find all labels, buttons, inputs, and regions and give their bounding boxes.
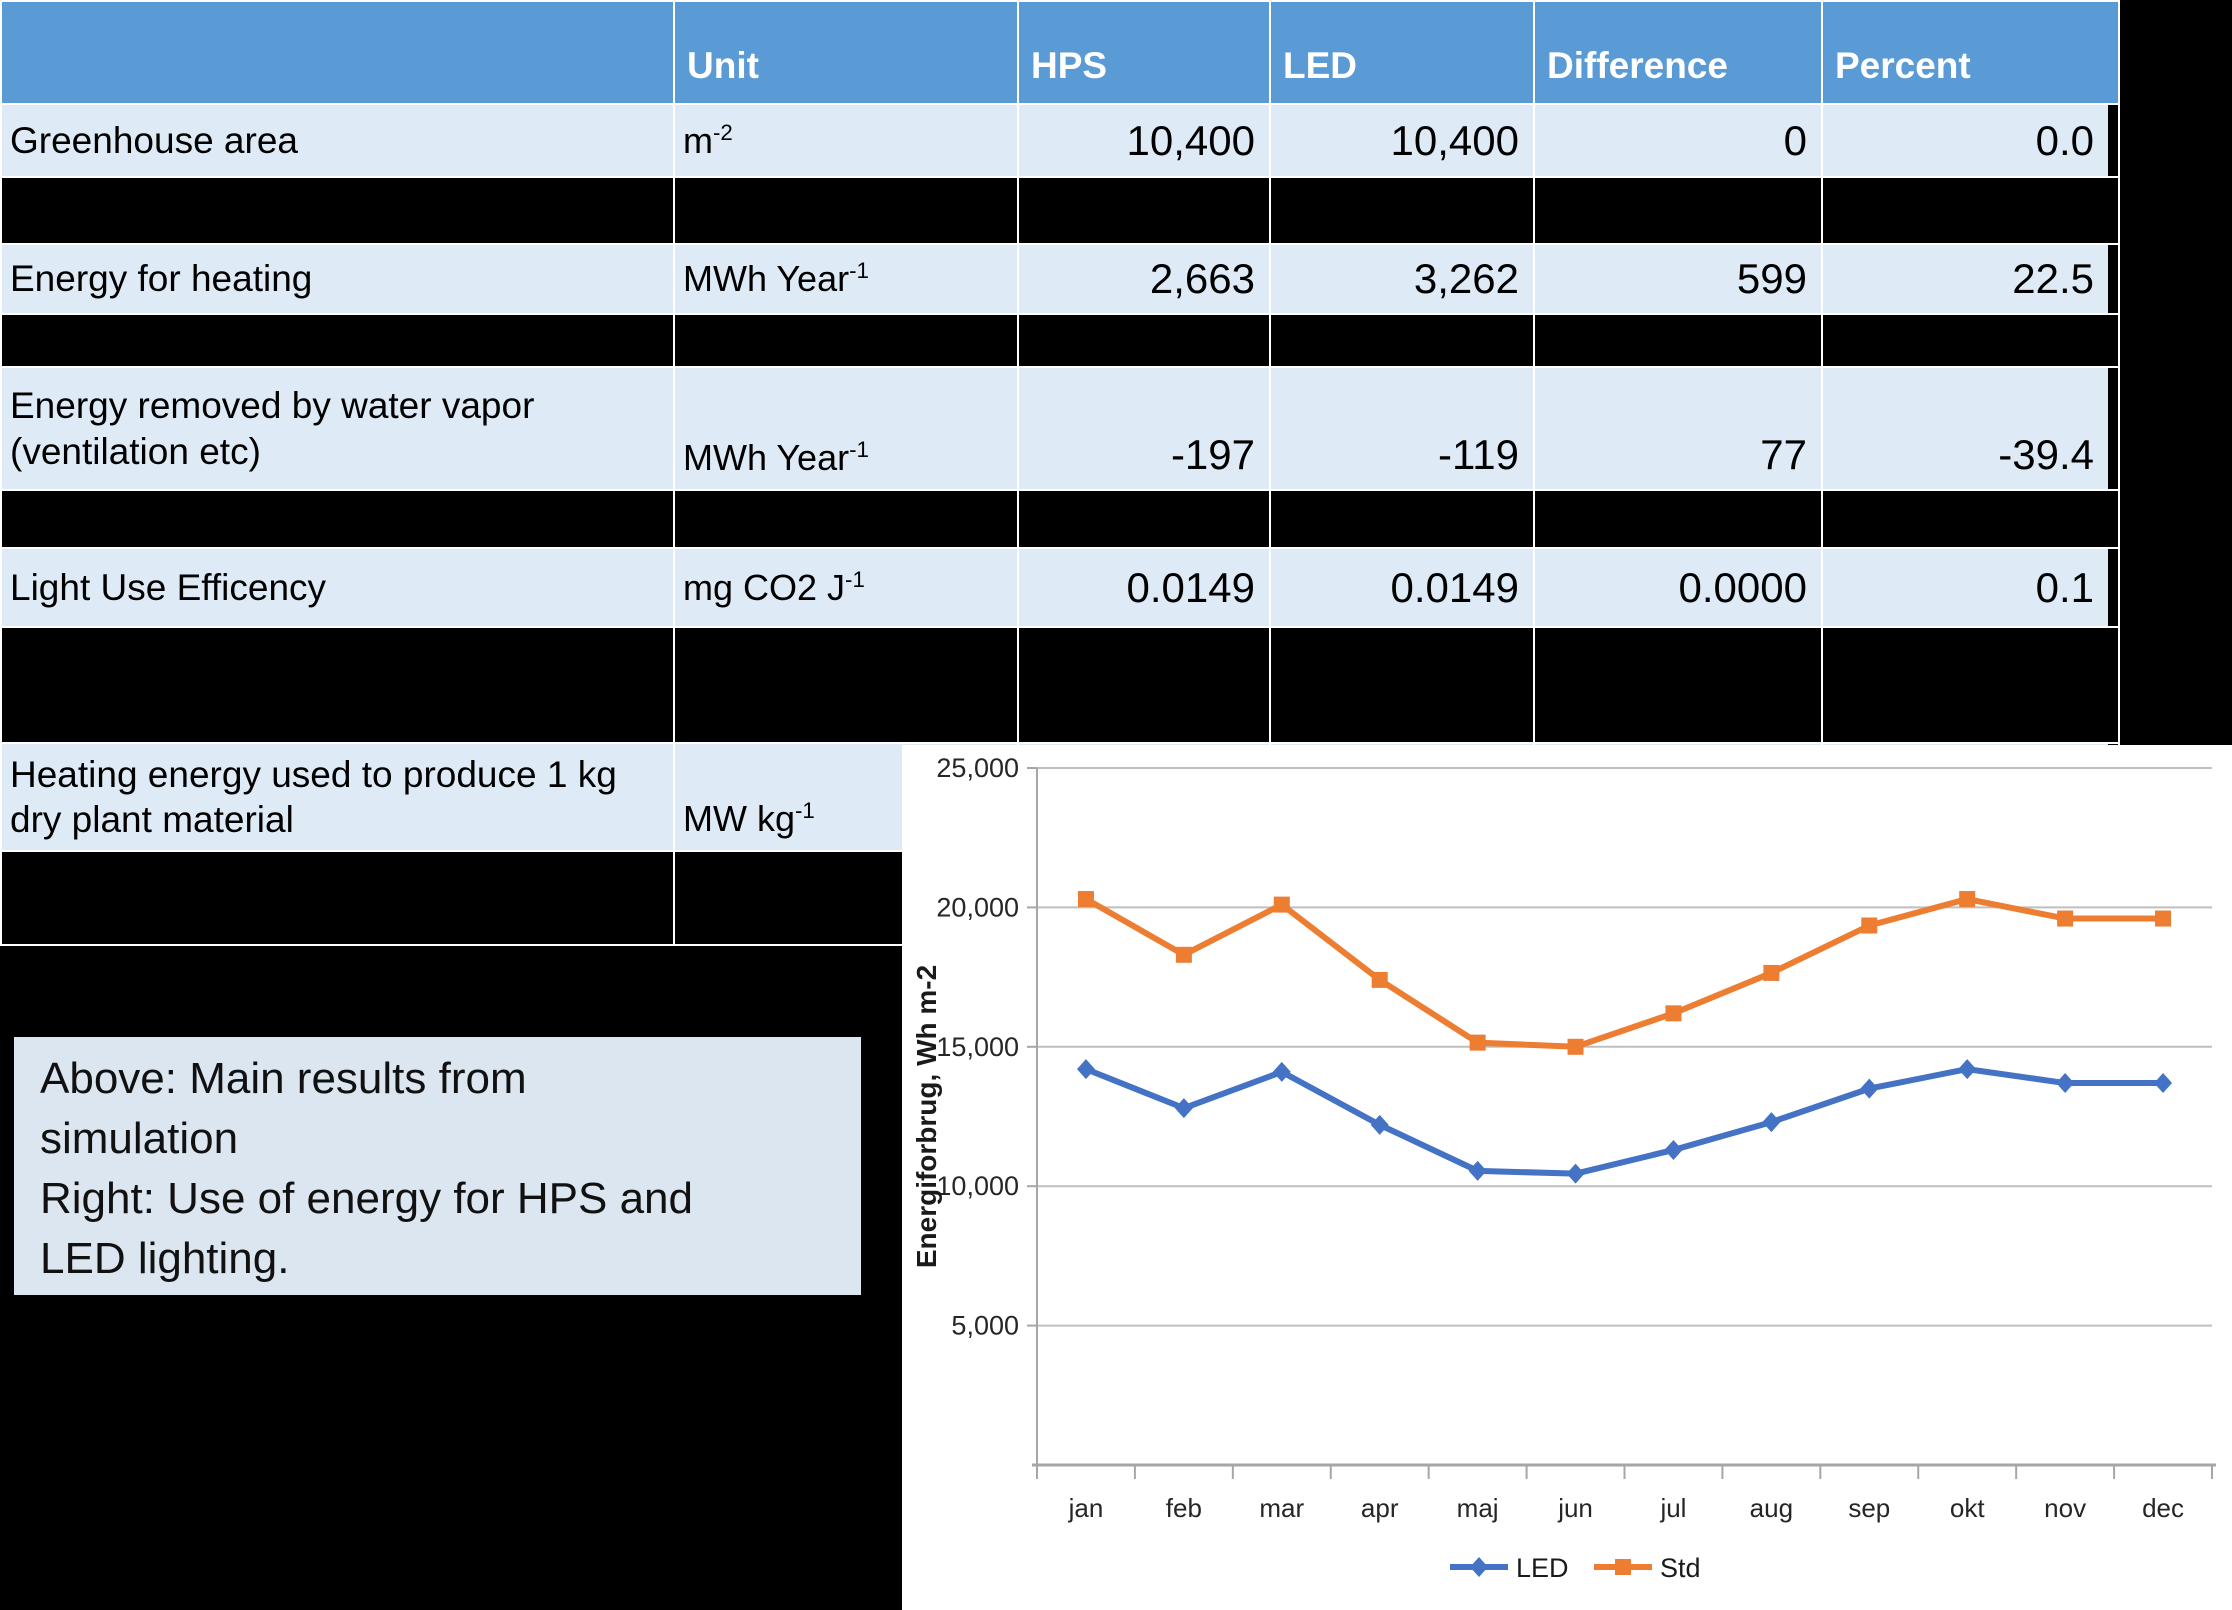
chart-svg: 5,000 10,000 15,000 20,000 25,000 jan feb mar ap… bbox=[911, 753, 2216, 1583]
x-axis-labels: jan feb mar apr maj jun jul aug sep okt nov dec bbox=[1068, 1493, 2184, 1523]
caption-box: Above: Main results from simulation Righ… bbox=[14, 1037, 861, 1295]
row-led-value: -119 bbox=[1271, 368, 1535, 489]
row-led-value: 3,262 bbox=[1271, 245, 1535, 313]
svg-text:maj: maj bbox=[1457, 1493, 1499, 1523]
table-row: Greenhouse area m-2 10,400 10,400 0 0.0 bbox=[2, 105, 2118, 178]
caption-line: LED lighting. bbox=[40, 1234, 290, 1283]
svg-text:dec: dec bbox=[2142, 1493, 2184, 1523]
results-table: Unit HPS LED Difference Percent Greenhou… bbox=[0, 0, 2120, 946]
svg-text:mar: mar bbox=[1259, 1493, 1304, 1523]
caption-line: Above: Main results from bbox=[40, 1054, 527, 1103]
row-difference-value: 0 bbox=[1535, 105, 1823, 176]
header-led: LED bbox=[1271, 2, 1535, 103]
svg-text:jul: jul bbox=[1659, 1493, 1686, 1523]
svg-text:15,000: 15,000 bbox=[936, 1032, 1019, 1062]
row-hps-value: 0.0149 bbox=[1019, 549, 1271, 626]
row-led-value: 0.0149 bbox=[1271, 549, 1535, 626]
caption-line: simulation bbox=[40, 1114, 239, 1163]
chart-legend: LED Std bbox=[1450, 1553, 1701, 1583]
row-label: Energy for heating bbox=[2, 245, 675, 313]
svg-text:10,000: 10,000 bbox=[936, 1171, 1019, 1201]
row-percent-value: 0.0 bbox=[1823, 105, 2108, 176]
header-unit: Unit bbox=[675, 2, 1019, 103]
row-hps-value: 10,400 bbox=[1019, 105, 1271, 176]
header-difference: Difference bbox=[1535, 2, 1823, 103]
energy-line-chart: 5,000 10,000 15,000 20,000 25,000 jan feb mar ap… bbox=[902, 745, 2232, 1610]
caption-line: Right: Use of energy for HPS and bbox=[40, 1174, 693, 1223]
row-label: Greenhouse area bbox=[2, 105, 675, 176]
svg-text:Std: Std bbox=[1660, 1553, 1701, 1583]
header-percent: Percent bbox=[1823, 2, 2108, 103]
svg-text:25,000: 25,000 bbox=[936, 753, 1019, 783]
row-unit: MWh Year-1 bbox=[675, 368, 1019, 489]
svg-text:aug: aug bbox=[1750, 1493, 1793, 1523]
axes bbox=[1032, 768, 2216, 1479]
table-row: Energy for heating MWh Year-1 2,663 3,26… bbox=[2, 245, 2118, 315]
row-difference-value: 599 bbox=[1535, 245, 1823, 313]
svg-text:feb: feb bbox=[1166, 1493, 1202, 1523]
row-unit: m-2 bbox=[675, 105, 1019, 176]
separator-row bbox=[2, 628, 2118, 744]
row-percent-value: 0.1 bbox=[1823, 549, 2108, 626]
separator-row bbox=[2, 178, 2118, 245]
row-led-value: 10,400 bbox=[1271, 105, 1535, 176]
table-row: Energy removed by water vapor (ventilati… bbox=[2, 368, 2118, 491]
row-difference-value: 0.0000 bbox=[1535, 549, 1823, 626]
y-axis-title: Energiforbrug, Wh m-2 bbox=[911, 965, 942, 1268]
series-Std bbox=[1077, 891, 2172, 1055]
table-header-row: Unit HPS LED Difference Percent bbox=[2, 2, 2118, 105]
svg-text:nov: nov bbox=[2044, 1493, 2086, 1523]
svg-text:20,000: 20,000 bbox=[936, 892, 1019, 922]
svg-text:apr: apr bbox=[1361, 1493, 1399, 1523]
series-LED bbox=[1076, 1059, 2173, 1184]
row-label: Heating energy used to produce 1 kg dry … bbox=[2, 744, 675, 850]
row-percent-value: 22.5 bbox=[1823, 245, 2108, 313]
svg-text:okt: okt bbox=[1950, 1493, 1985, 1523]
svg-text:jun: jun bbox=[1557, 1493, 1593, 1523]
separator-row bbox=[2, 315, 2118, 368]
row-unit: mg CO2 J-1 bbox=[675, 549, 1019, 626]
row-percent-value: -39.4 bbox=[1823, 368, 2108, 489]
row-hps-value: 2,663 bbox=[1019, 245, 1271, 313]
header-hps: HPS bbox=[1019, 2, 1271, 103]
separator-row bbox=[2, 491, 2118, 549]
row-difference-value: 77 bbox=[1535, 368, 1823, 489]
header-blank bbox=[2, 2, 675, 103]
svg-text:LED: LED bbox=[1516, 1553, 1569, 1583]
gridlines: 5,000 10,000 15,000 20,000 25,000 bbox=[936, 753, 2212, 1341]
row-label: Energy removed by water vapor (ventilati… bbox=[2, 368, 675, 489]
table-row: Light Use Efficency mg CO2 J-1 0.0149 0.… bbox=[2, 549, 2118, 628]
row-hps-value: -197 bbox=[1019, 368, 1271, 489]
row-label: Light Use Efficency bbox=[2, 549, 675, 626]
svg-text:sep: sep bbox=[1848, 1493, 1890, 1523]
row-unit: MWh Year-1 bbox=[675, 245, 1019, 313]
svg-text:jan: jan bbox=[1068, 1493, 1104, 1523]
svg-text:5,000: 5,000 bbox=[951, 1311, 1019, 1341]
